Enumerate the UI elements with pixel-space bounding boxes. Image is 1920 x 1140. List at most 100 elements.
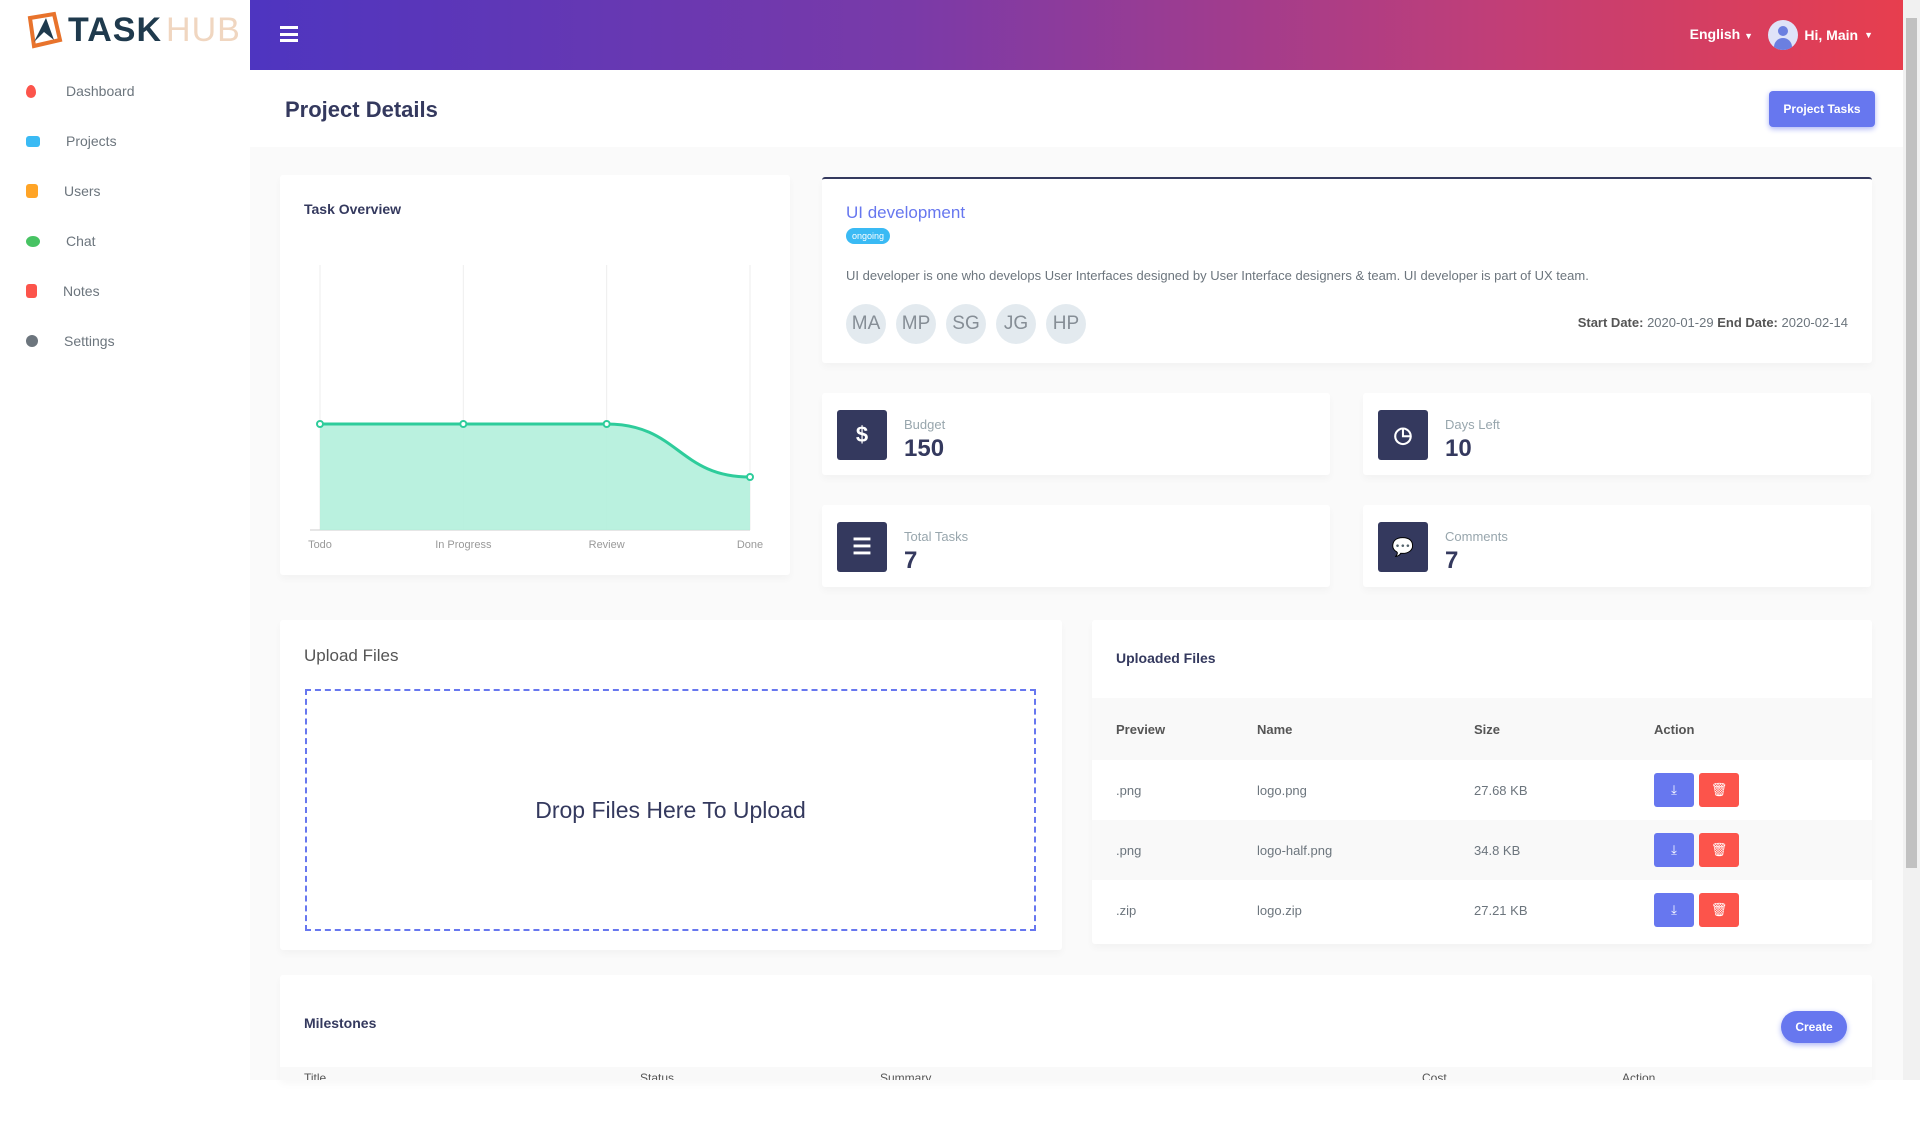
card-title: Uploaded Files (1116, 650, 1216, 666)
create-milestone-button[interactable]: Create (1781, 1011, 1847, 1043)
logo[interactable]: TASK HUB (24, 10, 241, 50)
scrollbar-thumb[interactable] (1906, 18, 1917, 868)
project-description: UI developer is one who develops User In… (846, 268, 1589, 283)
task-overview-chart: Todo In Progress Review Done (308, 265, 763, 551)
chevron-down-icon: ▼ (1864, 30, 1873, 40)
chevron-down-icon: ▼ (1744, 31, 1753, 41)
sidebar-nav: Dashboard Projects Users Chat Notes Sett… (0, 66, 250, 366)
download-button[interactable]: ⤓ (1654, 833, 1694, 867)
user-icon (26, 184, 38, 198)
trash-icon: 🗑 (1710, 842, 1728, 857)
data-point (602, 420, 611, 428)
project-card: UI development ongoing UI developer is o… (822, 177, 1872, 363)
member-list: MA MP SG JG HP (846, 304, 1086, 344)
member-avatar[interactable]: JG (996, 304, 1036, 344)
file-name: logo.png (1257, 782, 1307, 798)
member-avatar[interactable]: MA (846, 304, 886, 344)
download-button[interactable]: ⤓ (1654, 773, 1694, 807)
stat-label: Budget (904, 417, 946, 432)
member-avatar[interactable]: SG (946, 304, 986, 344)
table-header: Preview Name Size Action (1092, 698, 1872, 760)
total-tasks-stat: ☰ Total Tasks 7 (822, 505, 1330, 587)
sidebar-item-dashboard[interactable]: Dashboard (0, 66, 250, 116)
area-fill (320, 424, 750, 530)
menu-toggle-icon[interactable] (280, 26, 298, 42)
files-table: Preview Name Size Action .png logo.png 2… (1092, 698, 1872, 940)
column-header: Name (1257, 721, 1293, 737)
delete-button[interactable]: 🗑 (1699, 893, 1739, 927)
file-size: 27.21 KB (1474, 902, 1528, 918)
comments-icon (26, 235, 40, 247)
delete-button[interactable]: 🗑 (1699, 773, 1739, 807)
sidebar-item-chat[interactable]: Chat (0, 216, 250, 266)
file-name: logo-half.png (1257, 842, 1333, 858)
page-header: Project Details Project Tasks (250, 70, 1903, 147)
column-header: Status (640, 1071, 675, 1080)
trash-icon: 🗑 (1710, 782, 1728, 797)
logo-text: TASK (68, 10, 163, 49)
download-icon: ⤓ (1671, 902, 1677, 917)
file-size: 34.8 KB (1474, 842, 1521, 858)
data-point (746, 473, 754, 481)
main-content: Project Details Project Tasks Task Overv… (250, 70, 1903, 1080)
card-title: Upload Files (304, 646, 399, 665)
download-icon: ⤓ (1671, 782, 1677, 797)
stat-label: Comments (1445, 529, 1508, 544)
x-tick-label: Review (589, 539, 625, 551)
page-scrollbar[interactable] (1903, 0, 1920, 1080)
column-header: Summary (880, 1071, 932, 1080)
days-left-stat: ◷ Days Left 10 (1363, 393, 1871, 475)
trash-icon: 🗑 (1710, 902, 1728, 917)
dollar-icon: $ (837, 410, 887, 460)
column-header: Action (1622, 1071, 1656, 1080)
milestones-table-header: Title Status Summary Cost Action (280, 1067, 1872, 1080)
language-dropdown[interactable]: English ▼ (1690, 26, 1753, 42)
end-date: 2020-02-14 (1781, 315, 1849, 330)
x-tick-label: In Progress (435, 539, 492, 551)
column-header: Action (1654, 721, 1695, 737)
sidebar-item-notes[interactable]: Notes (0, 266, 250, 316)
clock-icon: ◷ (1378, 410, 1428, 460)
table-row: .zip logo.zip 27.21 KB ⤓ 🗑 (1092, 880, 1872, 940)
x-tick-label: Done (737, 539, 763, 551)
file-preview: .png (1116, 842, 1142, 858)
sidebar-item-users[interactable]: Users (0, 166, 250, 216)
top-navbar: English ▼ Hi, Main ▼ (250, 0, 1903, 70)
milestones-card: Milestones Create Title Status Summary C… (280, 975, 1872, 1080)
stat-label: Days Left (1445, 417, 1500, 432)
sidebar: TASK HUB Dashboard Projects Users Chat No… (0, 0, 250, 1080)
data-point (459, 420, 468, 428)
logo-text-light: HUB (166, 10, 241, 49)
project-tasks-button[interactable]: Project Tasks (1769, 91, 1875, 127)
delete-button[interactable]: 🗑 (1699, 833, 1739, 867)
file-preview: .png (1116, 782, 1142, 798)
member-avatar[interactable]: HP (1046, 304, 1086, 344)
column-header: Size (1474, 721, 1501, 737)
file-size: 27.68 KB (1474, 782, 1528, 798)
fire-icon (26, 84, 36, 98)
sidebar-item-label: Projects (66, 133, 117, 149)
avatar (1768, 20, 1799, 50)
stat-value: 10 (1445, 435, 1472, 462)
download-icon: ⤓ (1671, 842, 1677, 857)
stat-value: 7 (1445, 547, 1459, 574)
start-date: 2020-01-29 (1647, 315, 1714, 330)
sidebar-item-label: Dashboard (66, 83, 135, 99)
stat-value: 7 (904, 547, 918, 574)
language-label: English (1689, 26, 1741, 42)
project-title[interactable]: UI development (846, 203, 966, 222)
logo-icon (27, 11, 63, 49)
clipboard-icon (26, 284, 37, 298)
card-title: Milestones (304, 1015, 377, 1031)
file-dropzone[interactable]: Drop Files Here To Upload (305, 689, 1036, 931)
sidebar-item-settings[interactable]: Settings (0, 316, 250, 366)
user-dropdown[interactable]: Hi, Main ▼ (1768, 20, 1873, 50)
download-button[interactable]: ⤓ (1654, 893, 1694, 927)
member-avatar[interactable]: MP (896, 304, 936, 344)
file-name: logo.zip (1257, 902, 1302, 918)
sidebar-item-label: Users (64, 183, 101, 199)
budget-stat: $ Budget 150 (822, 393, 1330, 475)
sidebar-item-projects[interactable]: Projects (0, 116, 250, 166)
series-line (320, 422, 751, 479)
start-date-label: Start Date: (1577, 315, 1644, 330)
